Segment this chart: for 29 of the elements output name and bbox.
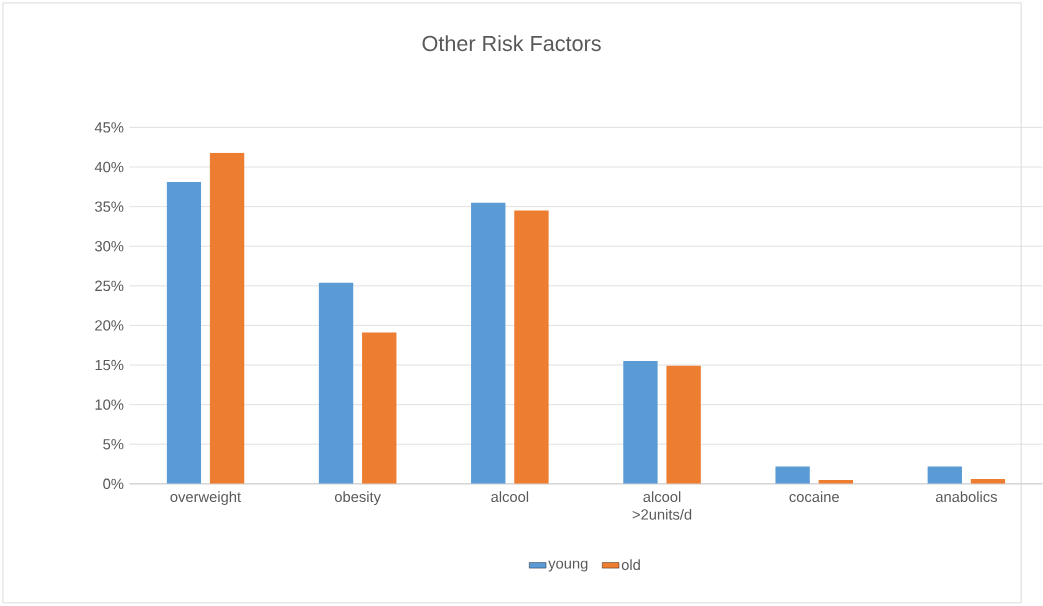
y-tick-label: 15% [95,359,124,371]
bar [318,282,354,484]
x-tick-label: obesity [334,491,381,506]
x-tick-label: overweight [170,491,241,506]
y-tick-label: 45% [94,122,124,133]
bar [623,361,658,484]
y-tick-label: 40% [94,161,124,173]
x-tick-label: anabolics [935,491,997,503]
y-tick-label: 35% [95,201,124,212]
bar [514,210,549,484]
bar [775,466,810,484]
x-tick-label: alcool [491,491,529,503]
x-tick-label: cocaine [789,491,839,503]
bar [209,152,245,484]
bar [166,182,202,484]
y-tick-label: 10% [95,399,124,410]
y-tick-label: 5% [103,439,124,450]
y-tick-label: 25% [95,280,124,292]
y-tick-label: 20% [95,320,124,331]
bar [362,332,397,484]
y-tick-label: 30% [95,241,124,252]
legend-label: young [548,560,588,572]
y-tick-label: 0% [103,478,124,490]
bar [927,466,962,484]
chart-title: Other Risk Factors [422,35,601,52]
bar [471,202,506,484]
legend-label: old [621,559,640,571]
bar [666,365,701,484]
x-tick-label: alcool >2units/d [632,491,692,520]
